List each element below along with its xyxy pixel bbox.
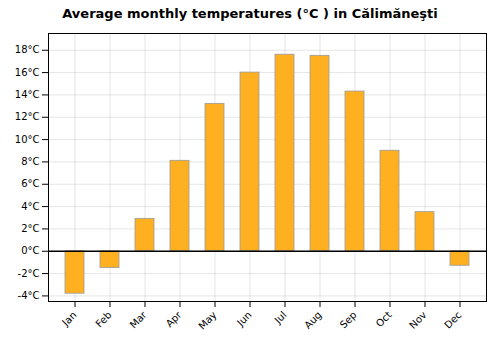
svg-text:8°C: 8°C <box>21 156 39 167</box>
svg-text:0°C: 0°C <box>21 245 39 256</box>
svg-text:Feb: Feb <box>93 309 113 329</box>
svg-text:6°C: 6°C <box>21 178 39 189</box>
svg-text:16°C: 16°C <box>15 67 40 78</box>
svg-text:Oct: Oct <box>374 309 394 329</box>
svg-text:2°C: 2°C <box>21 223 39 234</box>
svg-text:Apr: Apr <box>164 309 185 330</box>
svg-text:Jul: Jul <box>272 309 289 326</box>
svg-text:4°C: 4°C <box>21 201 39 212</box>
svg-text:-4°C: -4°C <box>18 290 40 301</box>
svg-text:Aug: Aug <box>302 309 324 331</box>
svg-text:Jun: Jun <box>234 309 254 329</box>
svg-text:10°C: 10°C <box>15 134 40 145</box>
svg-text:-2°C: -2°C <box>18 268 40 279</box>
svg-text:May: May <box>196 309 218 331</box>
svg-text:14°C: 14°C <box>15 89 40 100</box>
svg-text:Jan: Jan <box>59 309 78 328</box>
svg-text:Dec: Dec <box>442 309 463 330</box>
html-text:Average monthly temperatures (: Average monthly temperatures (°C ) in Că… <box>62 6 438 21</box>
svg-text:Nov: Nov <box>407 309 429 331</box>
svg-text:12°C: 12°C <box>15 111 40 122</box>
svg-text:18°C: 18°C <box>15 44 40 55</box>
svg-text:Sep: Sep <box>338 309 359 330</box>
svg-text:Mar: Mar <box>128 309 150 331</box>
